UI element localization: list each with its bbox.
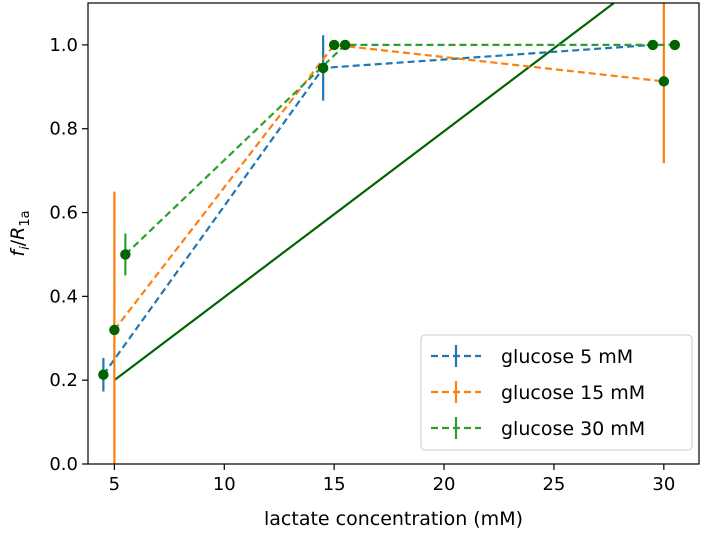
series-line-2 [113,43,664,331]
series-line-3 [124,43,675,256]
data-point [669,39,681,51]
y-tick-label: 0.4 [49,286,78,307]
y-tick-label: 0.8 [49,119,78,140]
legend: glucose 5 mM glucose 15 mM glucose 30 mM [420,334,693,451]
y-label-sub-1a: 1a [18,210,33,226]
y-label-sub-i: i [18,246,33,250]
y-label-r: R [7,227,29,240]
data-point [647,39,659,51]
axes: 5 10 15 20 25 30 0.0 0.2 0.4 0.6 0.8 1.0 lactate con… [7,2,700,530]
y-axis-label: fi/R1a [7,210,33,256]
plot-area [98,3,681,464]
y-tick-label: 1.0 [49,35,78,56]
data-point [98,369,109,380]
y-label-slash: / [7,239,29,246]
data-point [339,39,351,51]
legend-label: glucose 15 mM [501,382,645,404]
legend-label: glucose 5 mM [501,346,633,368]
data-point [109,324,120,336]
y-tick-label: 0.0 [49,454,78,475]
x-tick-label: 5 [109,474,120,495]
x-tick-label: 10 [213,474,236,495]
y-tick-label: 0.6 [49,203,78,224]
data-point [317,62,329,74]
y-label-f: f [7,247,29,257]
plot-frame [87,2,700,465]
legend-box [420,334,693,451]
x-tick-label: 15 [323,474,346,495]
x-tick-label: 25 [542,474,565,495]
legend-label: glucose 30 mM [501,418,645,440]
data-point [658,76,670,87]
fit-line [113,3,615,382]
x-tick-label: 20 [433,474,456,495]
y-tick-label: 0.2 [49,370,78,391]
data-point [328,39,340,51]
x-axis-label: lactate concentration (mM) [264,508,523,530]
data-point [120,249,131,260]
x-tick-label: 30 [652,474,675,495]
